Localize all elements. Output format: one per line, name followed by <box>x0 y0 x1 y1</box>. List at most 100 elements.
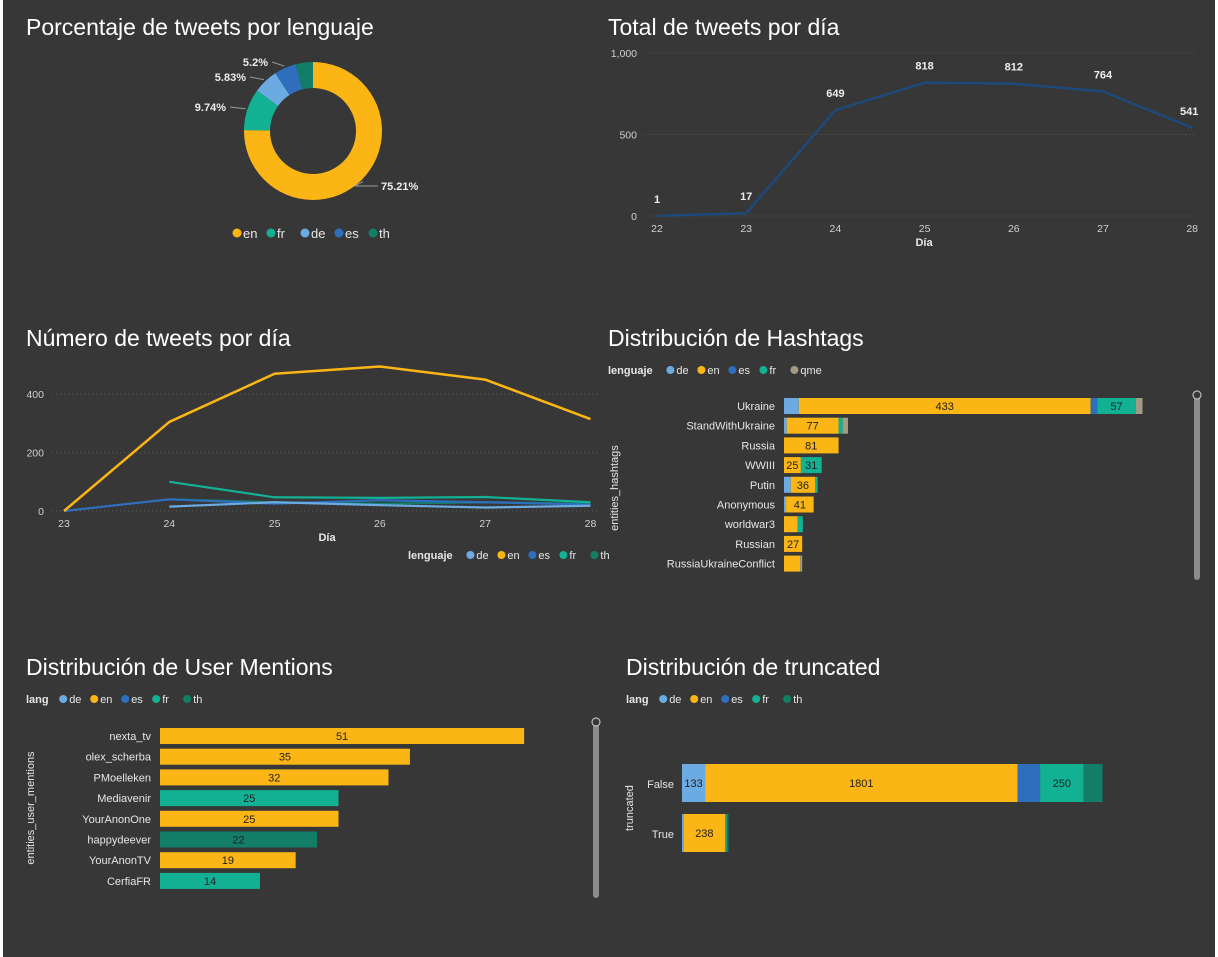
bar-segment-en <box>784 457 801 474</box>
y-tick-label: 400 <box>26 389 44 401</box>
panel-total-tweets-line[interactable]: Total de tweets por día 0 500 1,000 22 23 24 2… <box>608 14 1198 249</box>
series-line-fr <box>169 480 591 504</box>
legend[interactable]: lenguaje de en es fr qme <box>608 365 822 377</box>
gridlines <box>645 52 1195 217</box>
category-label: nexta_tv <box>109 731 151 743</box>
bar-segment-fr <box>797 516 803 533</box>
panel-tweets-per-day-by-language[interactable]: Número de tweets por día 0 200 400 23 24 25 26… <box>26 325 610 562</box>
legend[interactable]: lang de en es fr th <box>626 694 802 706</box>
scrollbar-thumb[interactable] <box>1194 396 1200 580</box>
legend-item-es: es <box>731 694 743 706</box>
data-label: 14 <box>204 876 216 888</box>
bar-segment-en <box>683 814 726 852</box>
category-label: YourAnonOne <box>82 814 151 826</box>
legend-item-th: th <box>379 226 390 241</box>
panel-truncated-distribution[interactable]: Distribución de truncated lang de en es fr th… <box>624 654 1103 852</box>
x-tick-label: 24 <box>163 518 175 530</box>
legend-marker-en <box>232 228 242 238</box>
x-tick-label: 28 <box>585 518 597 530</box>
category-label: Russia <box>741 440 776 452</box>
legend-item-fr: fr <box>569 550 576 562</box>
legend-item-de: de <box>311 226 325 241</box>
legend-marker-th <box>183 695 192 703</box>
x-axis-title: Día <box>915 237 933 249</box>
data-labels: 1 17 649 818 812 764 541 <box>654 61 1198 206</box>
bar-fr <box>160 790 339 807</box>
bar-en <box>160 748 410 765</box>
scrollbar-thumb[interactable] <box>593 724 599 898</box>
axes: 0 500 1,000 22 23 24 25 26 27 28 <box>611 48 1198 235</box>
data-label: 32 <box>268 772 280 784</box>
panel-title: Distribución de Hashtags <box>608 325 864 351</box>
bar-segment-qme <box>800 555 803 572</box>
x-tick-label: 22 <box>651 223 663 235</box>
bar-segment-qme <box>1135 398 1143 414</box>
label-leader-line <box>249 76 265 81</box>
legend-marker-qme <box>790 366 799 374</box>
y-tick-label: 200 <box>26 448 44 460</box>
y-tick-label: 500 <box>619 130 637 142</box>
scrollbar-handle[interactable] <box>1192 390 1202 400</box>
category-label: YourAnonTV <box>89 855 152 867</box>
scrollbar[interactable] <box>1192 390 1202 580</box>
legend-marker-fr <box>559 551 568 559</box>
category-label: Putin <box>750 480 775 492</box>
bar-segment-en <box>786 496 814 513</box>
series-line-de <box>169 501 591 509</box>
donut-slice-fr <box>244 90 279 131</box>
data-label: 25 <box>786 460 798 472</box>
bars: nexta_tv 51 olex_scherba 35 PMoelleken 32 Medi… <box>82 728 525 889</box>
legend-item-th: th <box>600 550 609 562</box>
data-label: 35 <box>279 752 291 764</box>
category-label: PMoelleken <box>94 772 151 784</box>
legend-item-fr: fr <box>769 365 776 377</box>
legend-marker-es <box>334 228 344 238</box>
bar-segment-de <box>784 496 787 513</box>
category-label: StandWithUkraine <box>686 421 775 433</box>
x-tick-label: 23 <box>58 518 70 530</box>
bar-segment-en <box>798 398 1091 414</box>
bar-th <box>160 831 318 848</box>
data-label: 22 <box>232 835 244 847</box>
panel-hashtags-distribution[interactable]: Distribución de Hashtags lenguaje de en es f… <box>608 325 1202 580</box>
x-tick-label: 27 <box>1097 223 1109 235</box>
x-tick-label: 28 <box>1186 223 1198 235</box>
legend-item-fr: fr <box>762 694 769 706</box>
data-label: 5.2% <box>243 57 268 69</box>
category-label: True <box>652 829 674 841</box>
x-axis-title: Día <box>318 532 336 544</box>
donut-labels: 75.21% 9.74% 5.83% 5.2% <box>195 57 419 193</box>
scrollbar[interactable] <box>591 717 601 898</box>
panel-user-mentions-distribution[interactable]: Distribución de User Mentions lang de en es… <box>25 654 601 898</box>
gridlines <box>52 393 600 512</box>
data-label: 133 <box>684 778 702 790</box>
category-label: WWIII <box>745 460 775 472</box>
bar-segment-de <box>682 814 684 852</box>
bar-segment-en <box>790 476 815 493</box>
data-label: 31 <box>805 460 817 472</box>
data-label: 41 <box>794 500 806 512</box>
legend-marker-fr <box>759 366 768 374</box>
bar-en <box>160 769 389 786</box>
category-label: Mediavenir <box>97 793 151 805</box>
series-line-en <box>63 365 591 512</box>
bar-segment-th <box>1083 764 1103 802</box>
data-label: 5.83% <box>215 72 246 84</box>
data-label: 57 <box>1110 401 1122 413</box>
legend-marker-th <box>368 228 378 238</box>
data-label: 1801 <box>849 778 873 790</box>
legend[interactable]: lenguaje de en es fr th <box>408 550 610 562</box>
panel-language-donut[interactable]: Porcentaje de tweets por lenguaje 75.21%… <box>26 14 419 241</box>
legend-item-de: de <box>669 694 681 706</box>
legend-marker-es <box>528 551 537 559</box>
bar-en <box>160 852 296 869</box>
data-label: 81 <box>805 440 817 452</box>
legend-marker-fr <box>152 695 161 703</box>
legend[interactable]: lang de en es fr th <box>26 694 202 706</box>
legend-title: lang <box>626 694 649 706</box>
scrollbar-handle[interactable] <box>591 717 601 727</box>
legend-marker-de <box>666 366 675 374</box>
bar-segment-fr <box>1097 398 1136 414</box>
